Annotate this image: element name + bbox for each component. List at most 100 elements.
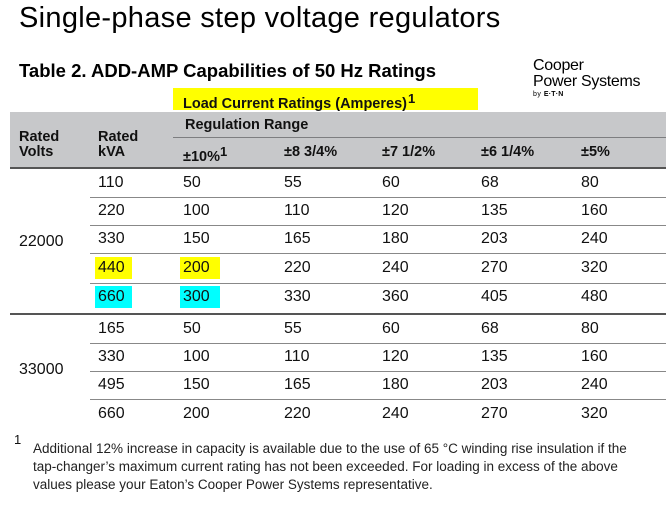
highlight-box — [180, 286, 220, 308]
table-header-band — [10, 112, 666, 167]
rated-volts-cell: 33000 — [19, 361, 64, 378]
range-header-note-mark: 1 — [219, 144, 228, 159]
range-header-1: ±8 3/4% — [284, 144, 337, 160]
row-divider — [90, 399, 666, 400]
brand-by: by — [533, 91, 542, 98]
rated-kva-header-line-1: Rated — [98, 129, 139, 145]
highlight-box — [95, 257, 132, 279]
rated-kva-cell: 110 — [98, 174, 124, 191]
current-rating-cell: 320 — [581, 405, 608, 422]
current-rating-cell: 360 — [382, 288, 409, 305]
rated-kva-cell: 220 — [98, 202, 125, 219]
footnote-text: Additional 12% increase in capacity is a… — [33, 441, 627, 492]
current-rating-cell: 120 — [382, 348, 409, 365]
current-rating-cell: 220 — [284, 259, 311, 276]
brand-line-1: Cooper — [533, 57, 584, 74]
regulation-range-header: Regulation Range — [185, 117, 309, 133]
current-rating-cell: 480 — [581, 288, 608, 305]
current-rating-cell: 405 — [481, 288, 508, 305]
current-rating-cell: 240 — [382, 405, 409, 422]
row-divider — [90, 283, 666, 284]
range-header-label: ±10% — [183, 149, 220, 165]
current-rating-cell: 120 — [382, 202, 409, 219]
range-header-2: ±7 1/2% — [382, 144, 435, 160]
current-rating-cell: 300 — [183, 288, 210, 305]
load-current-note-mark: 1 — [407, 91, 416, 106]
rated-kva-header-line-2: kVA — [98, 144, 126, 160]
footnote-mark: 1 — [14, 432, 22, 447]
row-divider — [90, 225, 666, 226]
rated-volts-header: Rated Volts — [19, 130, 59, 160]
current-rating-cell: 165 — [284, 376, 311, 393]
brand-line-2: Power Systems — [533, 73, 641, 90]
current-rating-cell: 50 — [183, 320, 201, 337]
range-header-label: ±7 1/2% — [382, 144, 436, 160]
range-header-label: ±8 3/4% — [284, 144, 338, 160]
current-rating-cell: 160 — [581, 348, 608, 365]
current-rating-cell: 68 — [481, 320, 499, 337]
group-separator — [10, 313, 666, 315]
rated-volts-header-line-1: Rated — [19, 129, 60, 145]
current-rating-cell: 220 — [284, 405, 311, 422]
current-rating-cell: 240 — [581, 230, 608, 247]
load-current-header: Load Current Ratings (Amperes)1 — [173, 88, 478, 112]
current-rating-cell: 68 — [481, 174, 499, 191]
current-rating-cell: 270 — [481, 259, 508, 276]
current-rating-cell: 200 — [183, 405, 210, 422]
range-header-4: ±5% — [581, 144, 610, 160]
current-rating-cell: 150 — [183, 376, 210, 393]
brand-logo: Cooper Power Systems by E·T·N — [533, 57, 641, 99]
current-rating-cell: 330 — [284, 288, 311, 305]
rated-kva-cell: 440 — [98, 259, 125, 276]
highlight-box — [180, 257, 220, 279]
current-rating-cell: 200 — [183, 259, 210, 276]
current-rating-cell: 320 — [581, 259, 608, 276]
rated-kva-cell: 660 — [98, 405, 125, 422]
current-rating-cell: 55 — [284, 320, 302, 337]
current-rating-cell: 135 — [481, 348, 508, 365]
current-rating-cell: 110 — [284, 348, 310, 365]
header-bottom-rule — [10, 167, 666, 169]
rated-kva-header: Rated kVA — [98, 130, 138, 160]
current-rating-cell: 270 — [481, 405, 508, 422]
rated-kva-cell: 660 — [98, 288, 125, 305]
current-rating-cell: 80 — [581, 320, 599, 337]
rated-kva-cell: 330 — [98, 348, 125, 365]
range-header-3: ±6 1/4% — [481, 144, 534, 160]
row-divider — [90, 197, 666, 198]
current-rating-cell: 180 — [382, 376, 409, 393]
current-rating-cell: 100 — [183, 348, 210, 365]
current-rating-cell: 240 — [382, 259, 409, 276]
current-rating-cell: 203 — [481, 376, 508, 393]
highlight-box — [95, 286, 132, 308]
rated-volts-header-line-2: Volts — [19, 144, 54, 160]
current-rating-cell: 135 — [481, 202, 508, 219]
brand-by-line: by E·T·N — [533, 90, 640, 99]
current-rating-cell: 50 — [183, 174, 201, 191]
range-header-label: ±6 1/4% — [481, 144, 535, 160]
load-current-label: Load Current Ratings (Amperes) — [183, 96, 407, 112]
current-rating-cell: 60 — [382, 320, 400, 337]
current-rating-cell: 110 — [284, 202, 310, 219]
current-rating-cell: 180 — [382, 230, 409, 247]
brand-by-name: E·T·N — [543, 91, 564, 98]
row-divider — [90, 343, 666, 344]
range-header-label: ±5% — [581, 144, 610, 160]
range-header-0: ±10%1 — [183, 144, 227, 165]
current-rating-cell: 165 — [284, 230, 311, 247]
row-divider — [90, 371, 666, 372]
table-title: Table 2. ADD-AMP Capabilities of 50 Hz R… — [19, 60, 437, 81]
current-rating-cell: 150 — [183, 230, 210, 247]
current-rating-cell: 60 — [382, 174, 400, 191]
current-rating-cell: 203 — [481, 230, 508, 247]
rated-kva-cell: 165 — [98, 320, 125, 337]
current-rating-cell: 240 — [581, 376, 608, 393]
rated-kva-cell: 495 — [98, 376, 125, 393]
rated-kva-cell: 330 — [98, 230, 125, 247]
current-rating-cell: 80 — [581, 174, 599, 191]
regulation-range-underline — [173, 137, 666, 138]
current-rating-cell: 55 — [284, 174, 302, 191]
rated-volts-cell: 22000 — [19, 233, 64, 250]
row-divider — [90, 253, 666, 254]
current-rating-cell: 160 — [581, 202, 608, 219]
